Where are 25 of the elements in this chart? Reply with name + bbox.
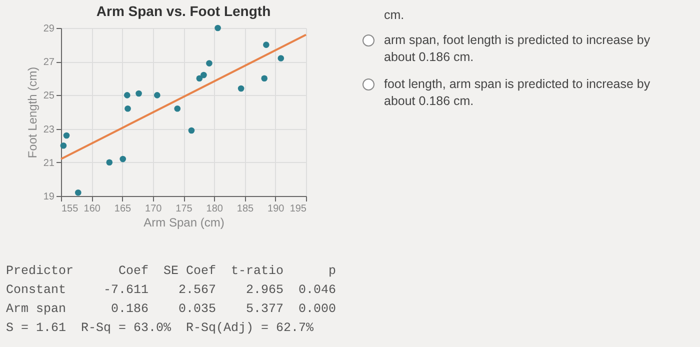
x-tick-label: 165 — [114, 204, 132, 214]
text: S = 1.61 R-Sq = 63.0% R-Sq(Adj) = 62.7% — [6, 321, 314, 335]
text: foot length, arm span is predicted to increase by about 0.186 cm. — [384, 77, 650, 108]
x-tick-label: 195 — [290, 204, 307, 214]
x-tick-label: 180 — [206, 204, 224, 214]
text: cm. — [383, 8, 406, 22]
x-tick-label: 160 — [84, 204, 101, 214]
x-tick-label: 155 — [62, 204, 79, 214]
text: Arm span 0.186 0.035 5.377 0.000 — [6, 302, 336, 316]
y-tick-label: 27 — [43, 57, 55, 68]
x-tick-label: 185 — [236, 204, 254, 214]
text: Predictor Coef SE Coef t-ratio p — [6, 264, 336, 278]
y-tick-label: 23 — [43, 124, 55, 136]
y-tick-label: 19 — [43, 192, 55, 202]
text: Constant -7.611 2.567 2.965 0.046 — [6, 283, 336, 297]
x-tick-label: 175 — [176, 204, 193, 214]
y-tick-label: 29 — [43, 24, 55, 34]
y-tick-label: 25 — [43, 90, 55, 102]
x-tick-label: 190 — [268, 204, 285, 214]
y-axis-title: Foot Length (cm) — [25, 66, 40, 158]
y-tick-label: 21 — [43, 158, 55, 169]
text: arm span, foot length is predicted to increase by about 0.186 cm. — [384, 33, 650, 64]
chart-title: Arm Span vs. Foot Length — [96, 3, 271, 19]
x-tick-label: 170 — [145, 204, 162, 214]
x-axis-title: Arm Span (cm) — [144, 216, 224, 230]
